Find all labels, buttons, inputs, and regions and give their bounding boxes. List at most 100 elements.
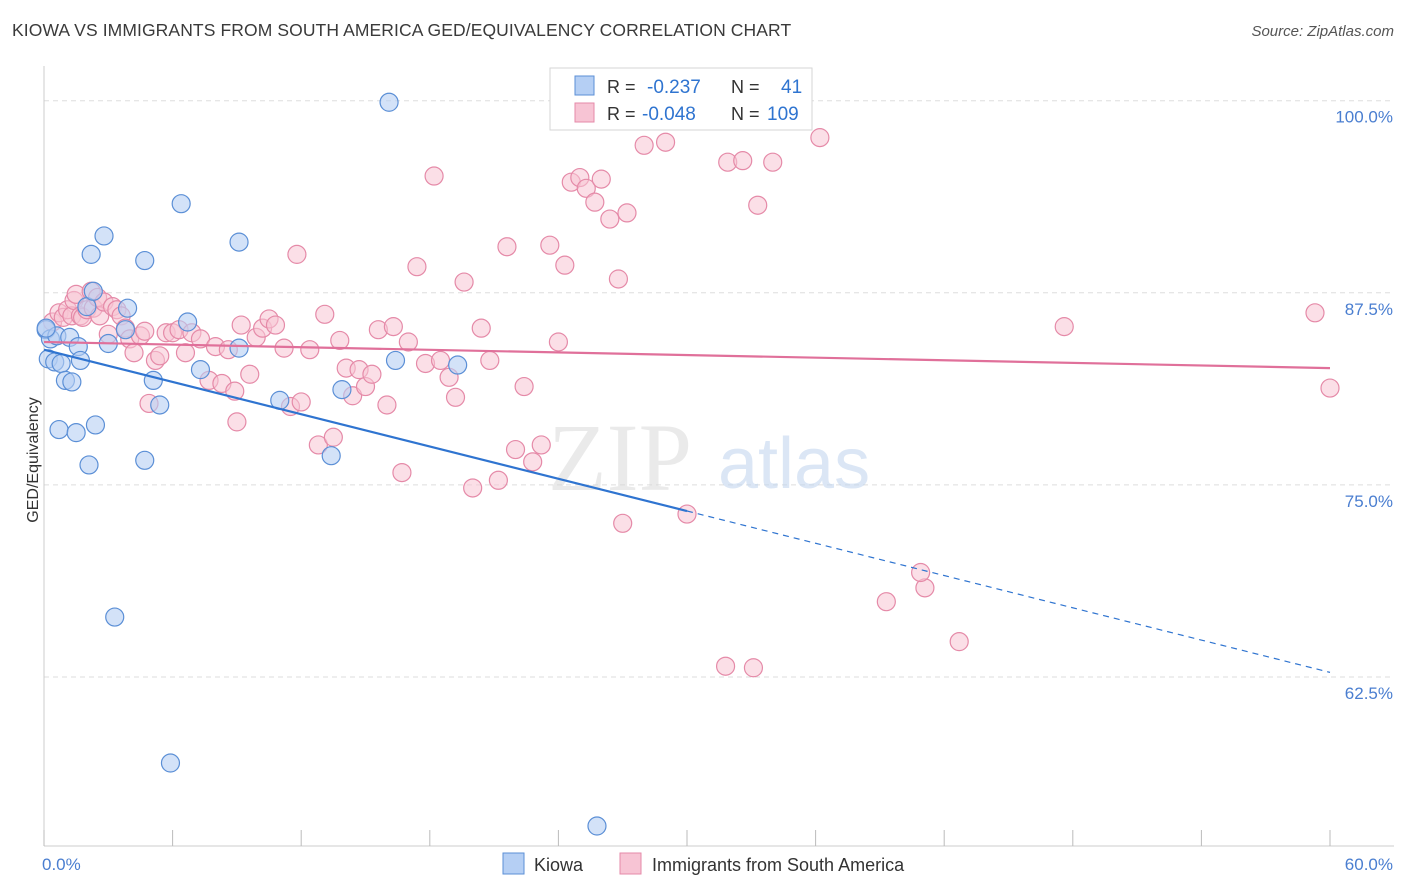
y-tick-label: 87.5% bbox=[1345, 300, 1393, 319]
immigrants-point bbox=[150, 346, 170, 366]
immigrants-point bbox=[1320, 378, 1340, 398]
bottom-legend: Kiowa Immigrants from South America bbox=[502, 852, 905, 875]
axes bbox=[43, 66, 1394, 847]
kiowa-point bbox=[117, 298, 138, 318]
immigrants-point bbox=[175, 343, 196, 363]
legend-n-value-immigrants: 109 bbox=[767, 104, 799, 125]
x-tick-label: 0.0% bbox=[42, 855, 81, 874]
immigrants-point bbox=[540, 235, 560, 255]
immigrants-point bbox=[430, 350, 451, 371]
immigrants-point bbox=[763, 152, 783, 172]
immigrants-point bbox=[454, 272, 474, 292]
immigrants-point bbox=[634, 135, 654, 155]
immigrants-point bbox=[1305, 303, 1325, 323]
tick-labels: 100.0% 87.5% 75.0% 62.5% 0.0% 60.0% bbox=[42, 108, 1393, 874]
immigrants-point bbox=[748, 195, 768, 215]
kiowa-point bbox=[81, 244, 101, 264]
immigrants-point bbox=[617, 203, 637, 223]
immigrants-point bbox=[655, 132, 676, 152]
kiowa-point bbox=[171, 194, 191, 214]
y-tick-label: 62.5% bbox=[1345, 684, 1393, 703]
immigrants-point bbox=[124, 343, 144, 363]
immigrants-point bbox=[555, 255, 575, 275]
legend-swatch-kiowa bbox=[574, 75, 595, 96]
kiowa-point bbox=[160, 753, 181, 773]
kiowa-point bbox=[229, 232, 249, 252]
immigrants-point bbox=[227, 412, 247, 432]
y-tick-label: 75.0% bbox=[1345, 492, 1393, 511]
immigrants-point bbox=[677, 504, 697, 524]
kiowa-point bbox=[66, 423, 86, 443]
kiowa-point bbox=[332, 380, 352, 400]
kiowa-point bbox=[62, 372, 82, 392]
immigrants-points bbox=[42, 128, 1340, 678]
immigrants-point bbox=[445, 387, 466, 407]
immigrants-point bbox=[531, 435, 551, 455]
immigrants-point bbox=[231, 315, 251, 335]
immigrants-point bbox=[949, 632, 969, 652]
immigrants-point bbox=[330, 330, 350, 351]
kiowa-point bbox=[587, 816, 607, 836]
kiowa-trend-line bbox=[43, 348, 688, 513]
legend-n-label-kiowa: N = bbox=[731, 77, 760, 97]
immigrants-point bbox=[585, 192, 605, 212]
immigrants-point bbox=[1054, 317, 1074, 337]
immigrants-point bbox=[323, 427, 343, 447]
x-tick-label: 60.0% bbox=[1345, 855, 1393, 874]
immigrants-point bbox=[600, 209, 620, 229]
immigrants-point bbox=[287, 244, 307, 264]
bottom-legend-swatch-immigrants bbox=[619, 852, 642, 875]
kiowa-point bbox=[135, 450, 155, 470]
immigrants-point bbox=[488, 470, 508, 490]
bottom-legend-immigrants: Immigrants from South America bbox=[652, 855, 905, 875]
kiowa-point bbox=[51, 353, 71, 374]
kiowa-point bbox=[448, 355, 468, 375]
kiowa-point bbox=[49, 419, 69, 440]
immigrants-point bbox=[265, 315, 286, 335]
chart-title: KIOWA VS IMMIGRANTS FROM SOUTH AMERICA G… bbox=[12, 20, 792, 40]
bottom-legend-kiowa: Kiowa bbox=[534, 855, 584, 875]
kiowa-point bbox=[94, 226, 114, 246]
kiowa-point bbox=[321, 446, 341, 466]
immigrants-point bbox=[274, 338, 294, 358]
trend-lines bbox=[43, 340, 1331, 673]
immigrants-point bbox=[608, 269, 629, 289]
immigrants-point bbox=[315, 304, 335, 324]
immigrants-point bbox=[505, 439, 526, 460]
immigrants-point bbox=[480, 350, 500, 371]
immigrants-point bbox=[424, 166, 444, 186]
immigrants-point bbox=[514, 376, 534, 397]
immigrants-point bbox=[300, 340, 320, 360]
immigrants-point bbox=[613, 513, 633, 533]
kiowa-point bbox=[178, 312, 198, 332]
kiowa-point bbox=[79, 455, 99, 475]
immigrants-point bbox=[392, 462, 412, 483]
immigrants-point bbox=[308, 435, 328, 455]
legend-r-value-immigrants: -0.048 bbox=[642, 104, 696, 125]
immigrants-point bbox=[911, 562, 931, 583]
legend-r-label-immigrants: R = bbox=[607, 104, 636, 124]
immigrants-point bbox=[471, 318, 491, 338]
immigrants-point bbox=[190, 329, 211, 349]
immigrants-trend-line bbox=[43, 340, 1331, 370]
immigrants-point bbox=[743, 658, 764, 678]
immigrants-point bbox=[591, 169, 611, 189]
immigrants-point bbox=[377, 395, 397, 415]
legend-r-label-kiowa: R = bbox=[607, 77, 636, 97]
immigrants-point bbox=[362, 364, 382, 384]
kiowa-point bbox=[190, 360, 211, 380]
kiowa-point bbox=[115, 320, 136, 340]
immigrants-point bbox=[497, 237, 517, 257]
immigrants-point bbox=[733, 151, 753, 171]
immigrants-point bbox=[398, 332, 418, 352]
kiowa-points bbox=[36, 92, 607, 836]
kiowa-point bbox=[143, 370, 163, 390]
top-legend: R = -0.237 N = 41 R = -0.048 N = 109 bbox=[549, 67, 813, 131]
legend-n-label-immigrants: N = bbox=[731, 104, 760, 124]
legend-swatch-immigrants bbox=[574, 102, 595, 123]
immigrants-point bbox=[240, 364, 260, 384]
watermark-atlas: atlas bbox=[718, 424, 870, 504]
immigrants-point bbox=[576, 178, 596, 198]
kiowa-point bbox=[150, 395, 170, 415]
